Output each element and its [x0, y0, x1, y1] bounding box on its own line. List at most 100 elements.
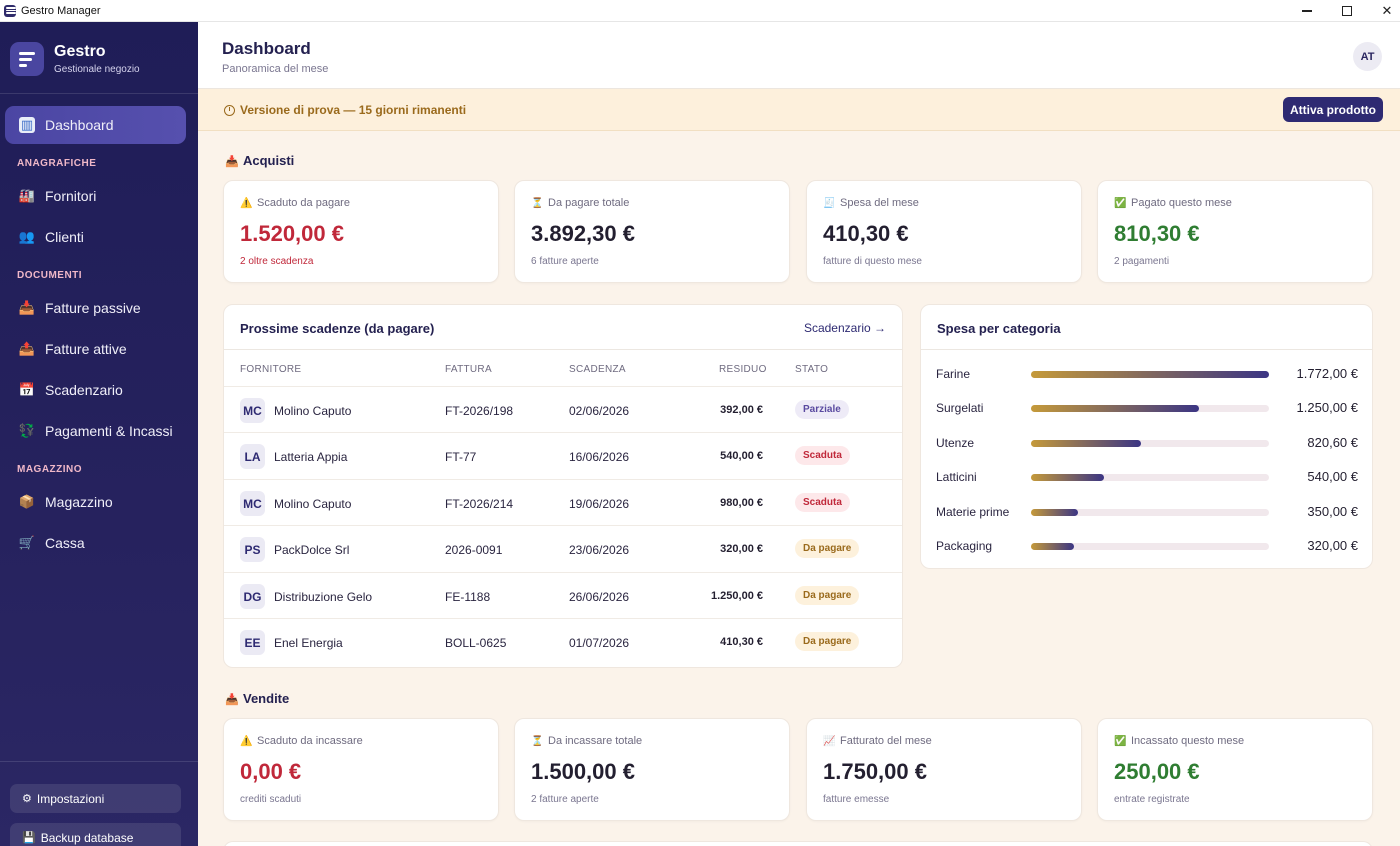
stat-card-fatturato-mese[interactable]: 📈 Fatturato del mese 1.750,00 € fatture e… [806, 718, 1082, 821]
divider [224, 349, 902, 350]
category-value: 1.250,00 € [1296, 400, 1358, 416]
nav-section-magazzino: MAGAZZINO [17, 464, 83, 475]
outbox-tray-icon: 📤 [18, 341, 36, 356]
column-header-stato[interactable]: STATO [795, 364, 829, 375]
stat-card-incassato-mese[interactable]: ✅ Incassato questo mese 250,00 € entrate … [1097, 718, 1373, 821]
sidebar-item-fatture-passive[interactable]: 📥 Fatture passive [5, 289, 186, 327]
stat-value: 1.500,00 € [531, 759, 635, 784]
close-button[interactable]: ✕ [1381, 3, 1393, 18]
cell-scadenza: 19/06/2026 [569, 497, 630, 511]
sidebar-divider [0, 761, 198, 762]
category-bar-track [1031, 474, 1269, 482]
column-header-scadenza[interactable]: SCADENZA [569, 364, 626, 375]
sidebar-item-dashboard[interactable]: ▥ Dashboard [5, 106, 186, 144]
inbox-tray-icon: 📥 [225, 155, 239, 168]
minimize-button[interactable] [1287, 0, 1327, 22]
stat-card-scaduto-pagare[interactable]: ⚠️ Scaduto da pagare 1.520,00 € 2 oltre s… [223, 180, 499, 283]
table-row[interactable]: EE Enel Energia BOLL-0625 01/07/2026 410… [224, 618, 902, 664]
table-row[interactable]: MC Molino Caputo FT-2026/214 19/06/2026 … [224, 479, 902, 525]
section-title: Acquisti [243, 153, 295, 168]
sidebar-item-cassa[interactable]: 🛒 Cassa [5, 524, 186, 562]
table-row[interactable]: PS PackDolce Srl 2026-0091 23/06/2026 32… [224, 525, 902, 571]
category-name: Materie prime [936, 504, 1010, 519]
avatar[interactable]: AT [1353, 42, 1382, 71]
cell-fattura: FT-2026/214 [445, 497, 514, 511]
category-bar-fill [1031, 371, 1269, 378]
hourglass-icon: ⏳ [531, 197, 544, 209]
stat-label: Scaduto da incassare [257, 735, 363, 747]
cell-fornitore: PackDolce Srl [274, 543, 350, 557]
trial-message: Versione di prova — 15 giorni rimanenti [224, 103, 466, 117]
stat-card-da-incassare[interactable]: ⏳ Da incassare totale 1.500,00 € 2 fattur… [514, 718, 790, 821]
cell-scadenza: 01/07/2026 [569, 636, 630, 650]
table-row[interactable]: DG Distribuzione Gelo FE-1188 26/06/2026… [224, 572, 902, 618]
status-badge: Parziale [795, 400, 849, 419]
factory-icon: 🏭 [18, 188, 36, 203]
category-name: Surgelati [936, 401, 984, 416]
sidebar-item-label: Scadenzario [45, 382, 123, 398]
stat-subtext: 6 fatture aperte [531, 256, 599, 267]
supplier-initials: EE [240, 630, 265, 655]
activate-product-button[interactable]: Attiva prodotto [1283, 97, 1383, 122]
table-row[interactable]: LA Latteria Appia FT-77 16/06/2026 540,0… [224, 432, 902, 478]
sidebar-item-label: Magazzino [45, 494, 113, 510]
hourglass-icon: ⏳ [531, 735, 544, 747]
cell-scadenza: 26/06/2026 [569, 590, 630, 604]
sidebar-item-fatture-attive[interactable]: 📤 Fatture attive [5, 330, 186, 368]
section-vendite-heading: 📥 Vendite [225, 691, 289, 706]
sidebar-item-label: Clienti [45, 229, 84, 245]
column-header-fattura[interactable]: FATTURA [445, 364, 492, 375]
cell-scadenza: 16/06/2026 [569, 450, 630, 464]
status-badge: Da pagare [795, 586, 860, 605]
upcoming-deadlines-panel: Prossime scadenze (da pagare) Scadenzari… [223, 304, 903, 668]
panel-title: Spesa per categoria [937, 321, 1061, 336]
sidebar-item-clienti[interactable]: 👥 Clienti [5, 218, 186, 256]
category-value: 350,00 € [1307, 503, 1358, 519]
scadenzario-link[interactable]: Scadenzario → [803, 321, 886, 335]
supplier-initials: LA [240, 444, 265, 469]
category-bar-track [1031, 543, 1269, 550]
window-title: Gestro Manager [21, 4, 101, 17]
sidebar-item-label: Fatture attive [45, 341, 127, 357]
maximize-button[interactable] [1327, 0, 1367, 22]
stat-value: 3.892,30 € [531, 221, 635, 246]
nav-section-anagrafiche: ANAGRAFICHE [17, 158, 97, 169]
category-value: 820,60 € [1307, 434, 1358, 450]
stat-card-scaduto-incassare[interactable]: ⚠️ Scaduto da incassare 0,00 € crediti sc… [223, 718, 499, 821]
cell-residuo: 1.250,00 € [711, 590, 763, 602]
sidebar-item-magazzino[interactable]: 📦 Magazzino [5, 483, 186, 521]
settings-button[interactable]: ⚙ Impostazioni [10, 784, 181, 813]
clock-icon [224, 104, 235, 116]
stat-subtext: 2 pagamenti [1114, 256, 1170, 267]
category-bar-fill [1031, 508, 1079, 516]
cell-residuo: 320,00 € [720, 543, 763, 555]
category-row: Latticini 540,00 € [921, 467, 1373, 487]
table-row[interactable]: MC Molino Caputo FT-2026/198 02/06/2026 … [224, 386, 902, 432]
stat-card-da-pagare[interactable]: ⏳ Da pagare totale 3.892,30 € 6 fatture a… [514, 180, 790, 283]
category-row: Farine 1.772,00 € [921, 364, 1373, 384]
backup-label: Backup database [40, 830, 134, 845]
backup-button[interactable]: 💾 Backup database [10, 823, 181, 846]
sidebar-item-scadenzario[interactable]: 📅 Scadenzario [5, 371, 186, 409]
sidebar-item-pagamenti[interactable]: 💱 Pagamenti & Incassi [5, 412, 186, 450]
column-header-fornitore[interactable]: FORNITORE [240, 364, 302, 375]
column-header-residuo[interactable]: RESIDUO [719, 364, 767, 375]
category-name: Farine [936, 367, 971, 381]
cell-fornitore: Molino Caputo [274, 497, 352, 511]
category-value: 320,00 € [1307, 538, 1358, 553]
sidebar-divider [0, 93, 198, 94]
sidebar-item-fornitori[interactable]: 🏭 Fornitori [5, 177, 186, 215]
stat-label: Incassato questo mese [1131, 735, 1245, 747]
stat-subtext: fatture di questo mese [823, 256, 922, 267]
brand-subtitle: Gestionale negozio [54, 64, 140, 75]
cell-residuo: 392,00 € [720, 404, 763, 416]
stat-card-pagato-mese[interactable]: ✅ Pagato questo mese 810,30 € 2 pagamenti [1097, 180, 1373, 283]
stat-value: 1.520,00 € [240, 221, 344, 246]
stat-card-spesa-mese[interactable]: 🧾 Spesa del mese 410,30 € fatture di ques… [806, 180, 1082, 283]
sidebar-item-label: Fatture passive [45, 300, 141, 316]
category-bar-fill [1031, 474, 1104, 482]
stat-label: Scaduto da pagare [257, 197, 350, 209]
cell-scadenza: 23/06/2026 [569, 543, 630, 557]
brand: Gestro Gestionale negozio [10, 42, 140, 76]
floppy-icon: 💾 [22, 832, 36, 844]
